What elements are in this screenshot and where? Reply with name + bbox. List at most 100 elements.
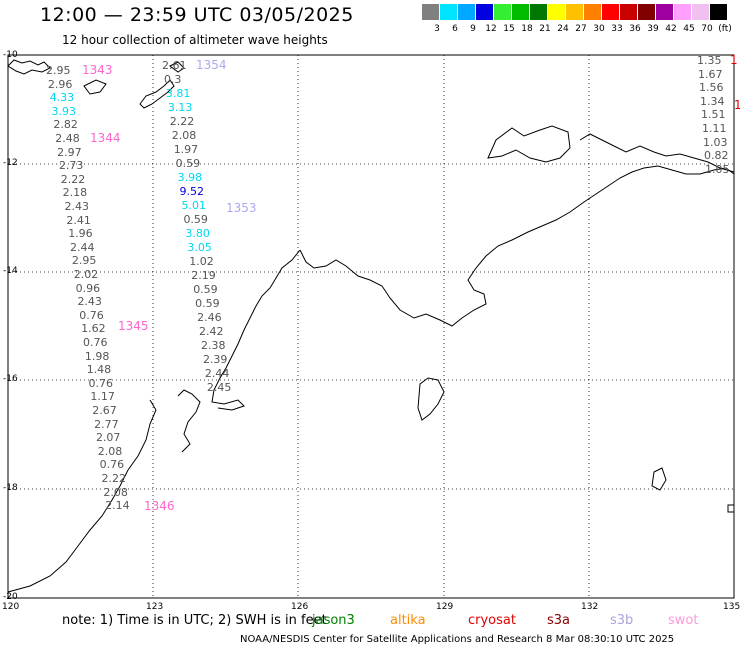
wave-height-value: 2.96 bbox=[47, 77, 73, 91]
color-scale-label: 9 bbox=[470, 24, 476, 34]
pass-number-label: 1 bbox=[730, 53, 738, 67]
y-tick-label: -10 bbox=[3, 50, 18, 60]
wave-height-value: 2.02 bbox=[73, 268, 99, 281]
wave-height-value: 1.48 bbox=[86, 363, 112, 377]
wave-height-value: 1.62 bbox=[81, 322, 106, 336]
color-scale-swatch bbox=[476, 4, 493, 20]
wave-height-value: 2.95 bbox=[46, 64, 71, 77]
map-frame bbox=[7, 54, 735, 599]
page-subtitle: 12 hour collection of altimeter wave hei… bbox=[62, 33, 328, 47]
wave-height-value: 2.45 bbox=[206, 381, 232, 394]
color-scale-swatch bbox=[512, 4, 529, 20]
color-scale-swatch bbox=[422, 4, 439, 20]
wave-height-value: 2.97 bbox=[57, 145, 82, 159]
color-scale-swatch bbox=[548, 4, 565, 20]
wave-height-value: 2.44 bbox=[70, 240, 95, 254]
wave-height-value: 0.82 bbox=[704, 149, 729, 163]
wave-height-value: 2.22 bbox=[60, 172, 86, 186]
y-tick-label: -18 bbox=[3, 483, 18, 493]
color-scale-swatch bbox=[584, 4, 601, 20]
wave-height-value: 2.22 bbox=[101, 472, 127, 485]
wave-height-value: 2.08 bbox=[97, 444, 123, 458]
wave-height-value: 1.35 bbox=[697, 54, 722, 67]
y-tick-label: -20 bbox=[3, 592, 18, 602]
color-scale-label: 45 bbox=[683, 24, 695, 34]
wave-height-value: 1.56 bbox=[699, 81, 724, 95]
note-text: note: 1) Time is in UTC; 2) SWH is in fe… bbox=[62, 613, 327, 628]
color-scale-swatch bbox=[710, 4, 727, 20]
satellite-label-swot: swot bbox=[668, 613, 699, 628]
wave-height-value: 3.80 bbox=[185, 227, 210, 240]
wave-height-value: 2.73 bbox=[58, 159, 84, 173]
x-tick-label: 135 bbox=[723, 602, 740, 612]
pass-number-label: 1343 bbox=[82, 63, 113, 77]
color-scale-swatch bbox=[602, 4, 619, 20]
wave-height-value: 2.46 bbox=[197, 311, 222, 324]
wave-height-value: 0.76 bbox=[79, 308, 104, 322]
wave-height-value: 2.08 bbox=[103, 485, 128, 499]
wave-height-value: 1.96 bbox=[68, 227, 93, 241]
color-scale-label: 30 bbox=[593, 24, 605, 34]
wave-height-value: 2.43 bbox=[77, 295, 102, 309]
wave-height-value: 0.96 bbox=[75, 281, 101, 295]
color-scale-label: 24 bbox=[557, 24, 569, 34]
wave-height-value: 2.43 bbox=[64, 200, 90, 213]
wave-height-value: 3.05 bbox=[187, 241, 212, 254]
x-tick-label: 126 bbox=[291, 602, 309, 612]
wave-height-value: 0.76 bbox=[83, 336, 108, 349]
x-tick-label: 123 bbox=[146, 602, 164, 612]
pass-number-label: 1354 bbox=[196, 58, 227, 72]
wave-height-value: 2.38 bbox=[201, 339, 226, 352]
wave-height-value: 9.52 bbox=[179, 185, 205, 198]
wave-height-value: 3.81 bbox=[165, 87, 191, 100]
color-scale-label: 39 bbox=[647, 24, 659, 34]
pass-number-label: 1344 bbox=[90, 131, 121, 145]
x-tick-label: 132 bbox=[581, 602, 599, 612]
wave-height-value: 2.08 bbox=[171, 129, 197, 142]
wave-height-value: 2.44 bbox=[204, 367, 230, 380]
wave-height-value: 1.02 bbox=[189, 255, 214, 268]
color-scale-swatch bbox=[656, 4, 673, 20]
wave-height-value: 3.13 bbox=[167, 101, 193, 114]
wave-height-value: 1.67 bbox=[698, 67, 723, 81]
satellite-label-jason3: jason3 bbox=[312, 613, 355, 628]
pass-number-label: 1 bbox=[734, 98, 740, 112]
color-scale-label: 70 bbox=[701, 24, 713, 34]
color-scale-label: 6 bbox=[452, 24, 458, 34]
wave-height-value: 1.97 bbox=[173, 143, 199, 156]
y-tick-label: -14 bbox=[3, 266, 18, 276]
satellite-label-altika: altika bbox=[390, 613, 426, 628]
color-scale-label: 15 bbox=[503, 24, 515, 34]
pass-number-label: 1346 bbox=[144, 499, 175, 513]
x-tick-label: 129 bbox=[436, 602, 454, 612]
wave-height-value: 2.77 bbox=[94, 417, 119, 431]
wave-height-value: 2.82 bbox=[53, 118, 78, 132]
color-scale-swatch bbox=[440, 4, 457, 20]
pass-number-label: 1353 bbox=[226, 201, 257, 215]
pass-number-label: 1345 bbox=[118, 319, 149, 333]
color-scale-label: 27 bbox=[575, 24, 587, 34]
color-scale-swatch bbox=[494, 4, 511, 20]
y-tick-label: -16 bbox=[3, 374, 18, 384]
page-title: 12:00 — 23:59 UTC 03/05/2025 bbox=[40, 4, 354, 26]
color-scale-swatch bbox=[620, 4, 637, 20]
wave-height-value: 3.93 bbox=[51, 104, 77, 118]
wave-height-value: 2.39 bbox=[202, 353, 228, 366]
lat-lon-grid bbox=[8, 55, 734, 598]
wave-height-value: 2.14 bbox=[105, 499, 130, 513]
color-scale-label: 42 bbox=[665, 24, 677, 34]
wave-height-value: 2.48 bbox=[55, 132, 80, 145]
wave-height-value: 0.59 bbox=[195, 297, 220, 310]
color-scale-swatch bbox=[530, 4, 547, 20]
wave-height-value: 1.98 bbox=[84, 349, 110, 363]
wave-height-value: 1.03 bbox=[703, 135, 728, 149]
wave-height-value: 1.34 bbox=[700, 94, 725, 108]
wave-height-value: 0.59 bbox=[175, 157, 201, 170]
wave-height-value: 2.41 bbox=[66, 213, 91, 227]
satellite-label-s3a: s3a bbox=[547, 613, 571, 628]
wave-height-value: 1.11 bbox=[702, 122, 727, 135]
color-scale-label: 33 bbox=[611, 24, 623, 34]
x-tick-label: 120 bbox=[2, 602, 20, 612]
color-scale-swatch bbox=[638, 4, 655, 20]
